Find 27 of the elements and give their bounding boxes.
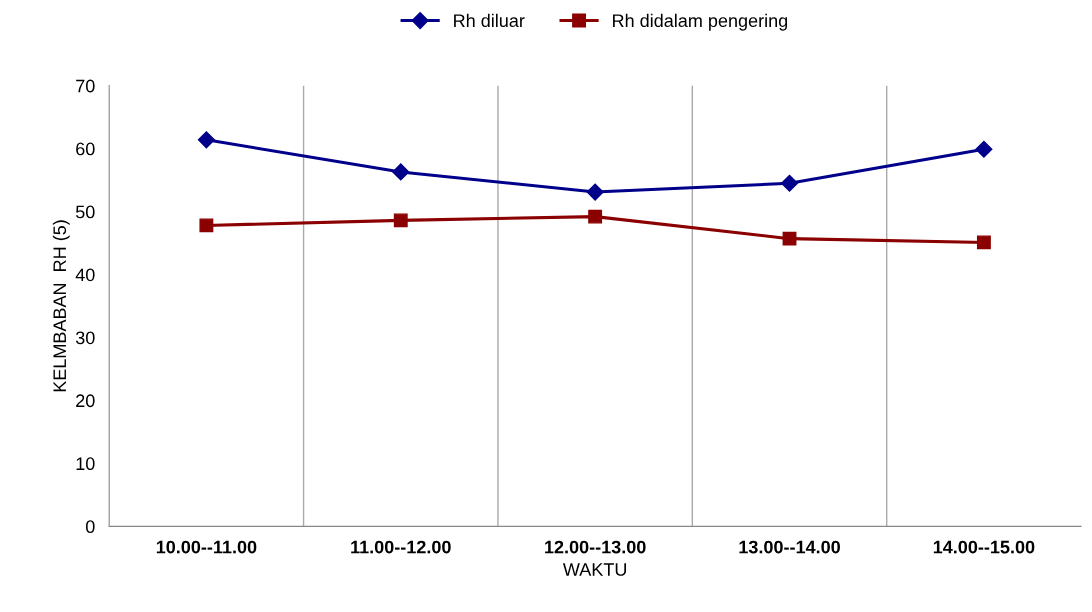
point bbox=[588, 209, 603, 224]
x-tick-label: 13.00--14.00 bbox=[739, 540, 840, 554]
point bbox=[586, 183, 604, 201]
x-tick-label: 14.00--15.00 bbox=[933, 540, 1035, 554]
point bbox=[782, 231, 797, 246]
point bbox=[976, 235, 991, 250]
point bbox=[975, 140, 993, 158]
y-tick-label: 50 bbox=[75, 205, 95, 219]
legend-label: Rh didalam pengering bbox=[613, 13, 788, 31]
x-axis-title: WAKTU bbox=[562, 563, 627, 576]
y-tick-label: 40 bbox=[75, 268, 95, 282]
point bbox=[393, 213, 408, 228]
point bbox=[197, 131, 215, 149]
point bbox=[780, 174, 799, 192]
y-tick-label: 10 bbox=[76, 457, 95, 471]
y-tick-label: 60 bbox=[76, 142, 95, 156]
y-tick-label: 20 bbox=[76, 394, 95, 408]
y-tick-label: 30 bbox=[75, 331, 95, 345]
point bbox=[199, 218, 214, 233]
y-tick-label: 0 bbox=[85, 520, 95, 534]
x-tick-label: 12.00--13.00 bbox=[545, 540, 646, 554]
point bbox=[392, 163, 410, 181]
y-tick-label: 70 bbox=[76, 79, 95, 93]
x-tick-label: 11.00--12.00 bbox=[351, 540, 451, 554]
legend-label: Rh diluar bbox=[454, 13, 525, 28]
x-tick-label: 10.00--11.00 bbox=[156, 540, 257, 554]
y-axis-title: KELMBABAN RH (5) bbox=[52, 220, 70, 392]
